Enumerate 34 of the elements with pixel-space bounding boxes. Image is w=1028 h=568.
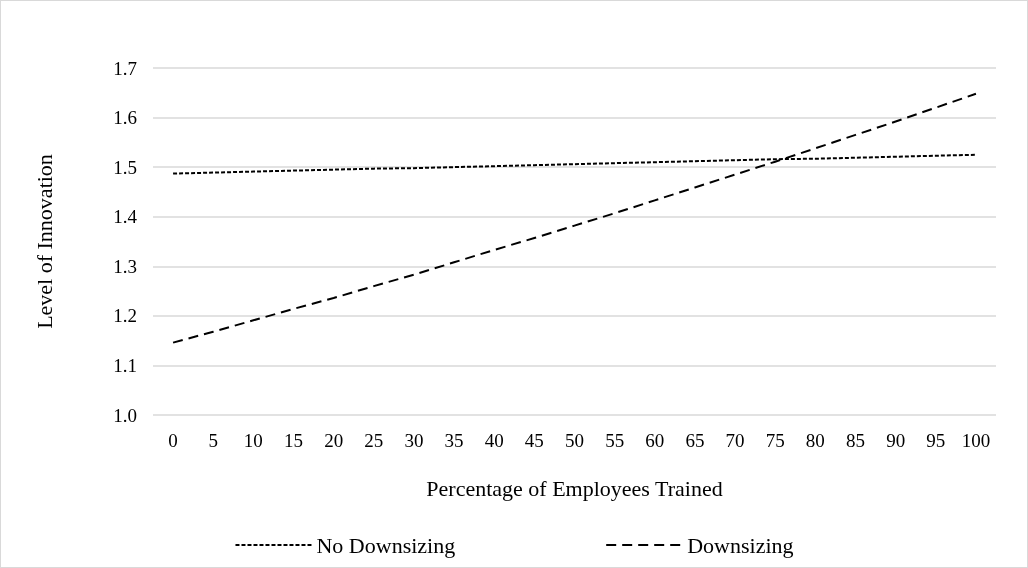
x-tick-label: 80 bbox=[805, 430, 825, 451]
y-tick-label: 1.7 bbox=[113, 57, 137, 79]
x-tick-label: 65 bbox=[685, 430, 705, 451]
y-tick-label: 1.5 bbox=[113, 156, 137, 178]
legend-label: Downsizing bbox=[687, 532, 794, 558]
x-tick-label: 40 bbox=[484, 430, 504, 451]
x-tick-label: 70 bbox=[725, 430, 745, 451]
x-tick-label: 85 bbox=[846, 430, 865, 451]
x-tick-label: 35 bbox=[444, 430, 464, 451]
line-series bbox=[172, 92, 977, 344]
x-tick-label: 60 bbox=[645, 430, 665, 451]
x-tick-label: 100 bbox=[961, 430, 991, 451]
y-tick-label: 1.0 bbox=[113, 404, 137, 426]
y-tick-label: 1.2 bbox=[113, 305, 137, 327]
x-tick-label: 55 bbox=[605, 430, 625, 451]
x-tick-label: 50 bbox=[565, 430, 584, 451]
y-tick-label: 1.6 bbox=[113, 107, 137, 129]
x-axis-title: Percentage of Employees Trained bbox=[426, 475, 723, 501]
x-tick-label: 75 bbox=[765, 430, 785, 451]
x-tick-label: 90 bbox=[886, 430, 906, 451]
x-tick-label: 10 bbox=[243, 430, 263, 451]
x-tick-label: 20 bbox=[324, 430, 344, 451]
x-tick-label: 0 bbox=[168, 430, 178, 451]
x-tick-label: 95 bbox=[926, 430, 946, 451]
x-tick-label: 5 bbox=[208, 430, 218, 451]
x-tick-label: 45 bbox=[524, 430, 544, 451]
y-tick-label: 1.4 bbox=[113, 206, 138, 228]
x-tick-label: 30 bbox=[404, 430, 424, 451]
y-tick-label: 1.3 bbox=[113, 255, 137, 277]
y-axis-title: Level of Innovation bbox=[31, 154, 57, 329]
x-tick-label: 25 bbox=[364, 430, 384, 451]
y-tick-label: 1.1 bbox=[113, 354, 137, 376]
x-tick-label: 15 bbox=[284, 430, 303, 451]
legend-label: No Downsizing bbox=[316, 532, 456, 558]
